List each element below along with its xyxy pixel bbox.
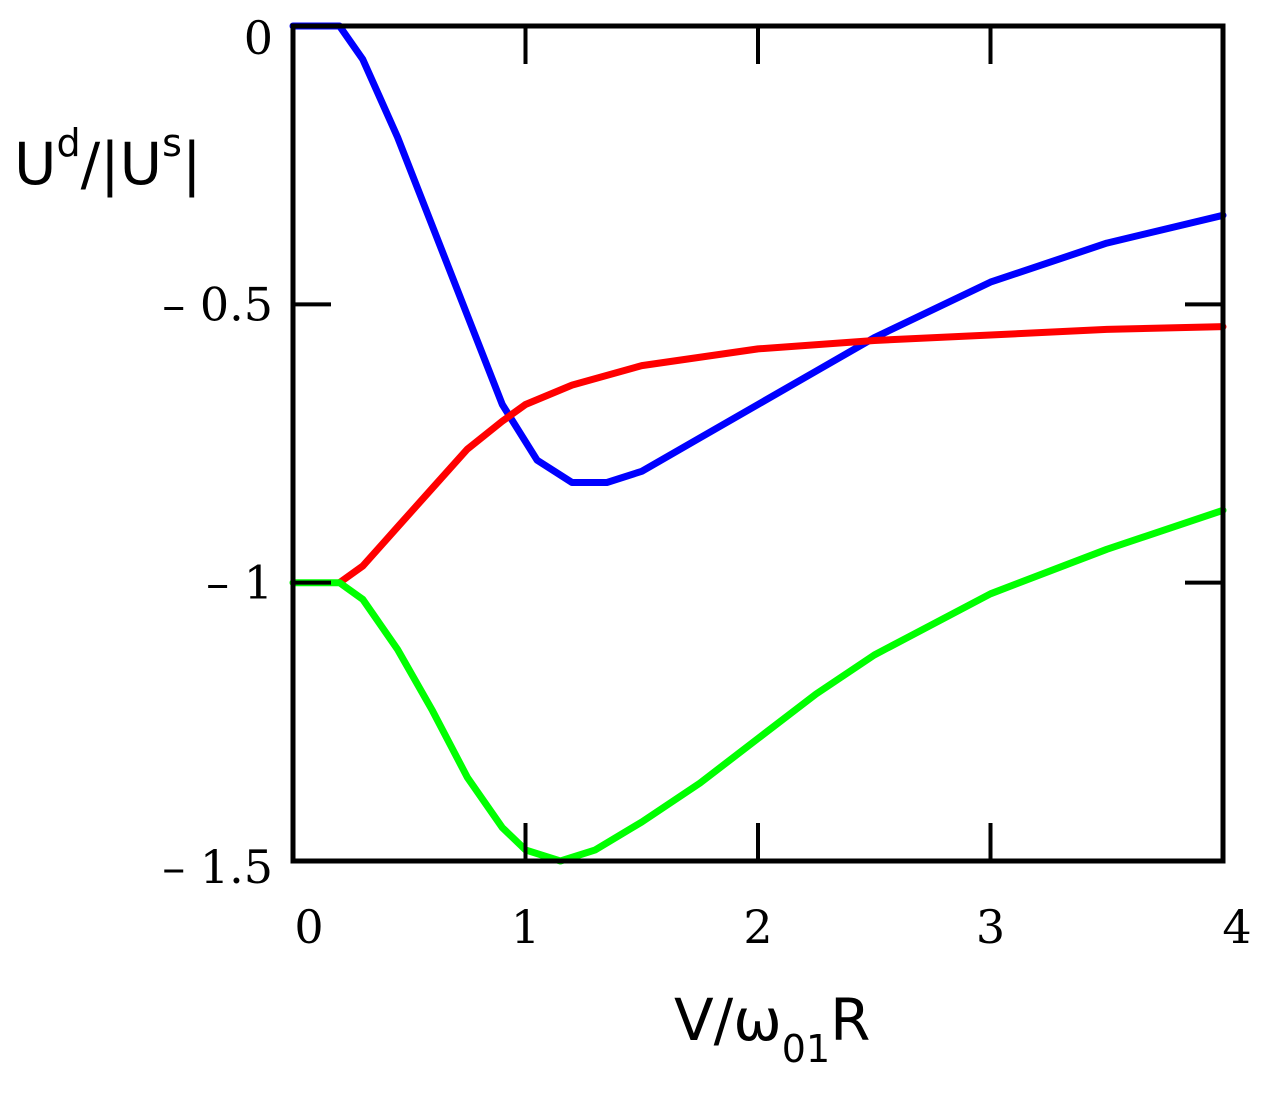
x-tick-label: 0 [294,900,323,954]
y-tick-label: – 0.5 [162,277,273,331]
x-axis-title: V/ω01R [674,986,870,1071]
y-tick-label: 0 [244,11,273,65]
y-axis-title-part: | [182,130,202,198]
x-axis-title-part: R [830,986,870,1054]
x-tick-label: 4 [1222,900,1251,954]
series-line-1 [336,323,1227,587]
y-tick-label: – 1.5 [162,840,273,894]
y-axis-title-sup: s [162,121,182,165]
x-tick-label: 2 [743,900,772,954]
y-axis-title-part: U [14,130,56,198]
y-tick-label: – 1 [206,556,273,610]
series-layer [289,22,1227,865]
x-tick-label: 3 [976,900,1005,954]
y-axis-title-part: /|U [81,130,163,198]
y-axis-title-sup: d [56,121,80,165]
x-axis-title-sub: 01 [782,1027,830,1071]
tick-layer: 0 – 0.5 – 1 – 1.5 0 1 2 3 4 [162,11,1251,954]
x-tick-label: 1 [511,900,540,954]
series-line-0 [289,22,1227,486]
y-axis-title: Ud/|Us| [14,121,201,198]
series-line-2 [289,506,1227,865]
x-axis-title-part: V/ω [674,986,782,1054]
